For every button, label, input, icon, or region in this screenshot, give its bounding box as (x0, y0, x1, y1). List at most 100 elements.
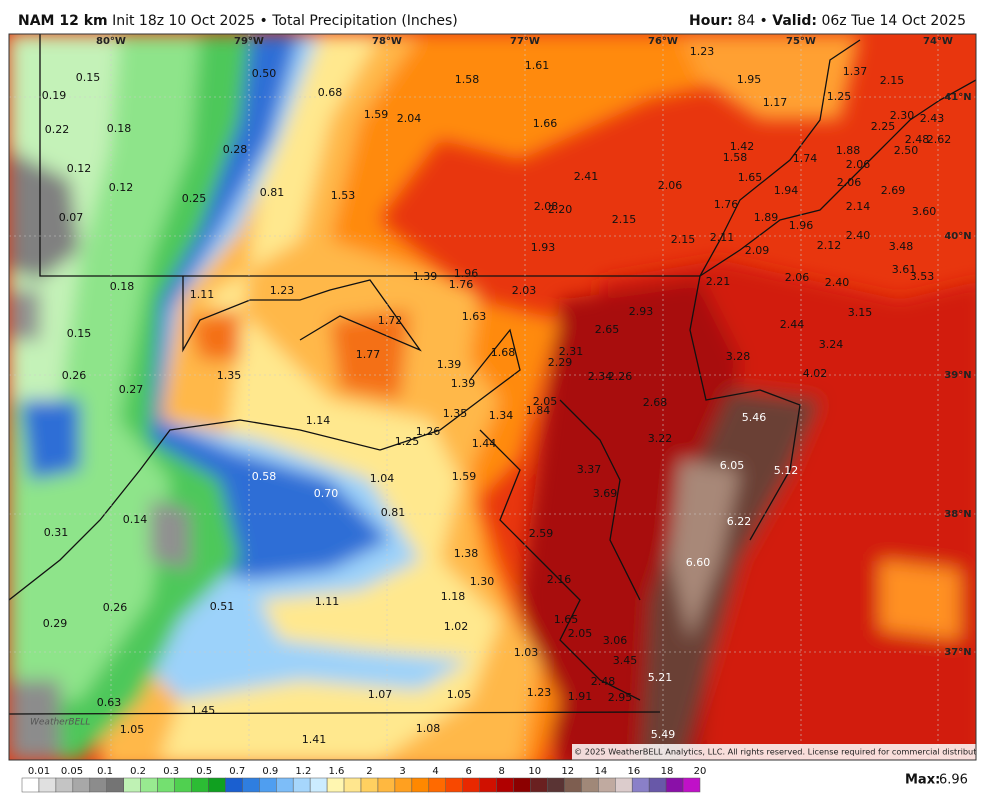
precip-value: 5.12 (774, 464, 799, 477)
precip-value: 1.42 (730, 140, 755, 153)
precip-value: 2.05 (568, 627, 593, 640)
colorbar-swatch (462, 777, 480, 793)
precip-value: 5.46 (742, 411, 767, 424)
lon-label: 75°W (786, 36, 816, 47)
precip-value: 2.06 (785, 271, 810, 284)
precip-value: 2.15 (880, 74, 905, 87)
precip-value: 0.19 (42, 89, 67, 102)
colorbar-swatch (445, 777, 463, 793)
colorbar-swatch (208, 777, 226, 793)
precip-value: 0.81 (260, 186, 285, 199)
colorbar-swatch (259, 777, 277, 793)
colorbar-label: 16 (628, 766, 641, 777)
precip-value: 1.45 (191, 704, 216, 717)
precip-value: 1.76 (449, 278, 474, 291)
precip-value: 1.95 (737, 73, 762, 86)
valid-label: Valid: (772, 13, 817, 29)
precip-value: 1.44 (472, 437, 497, 450)
precip-value: 1.11 (315, 595, 340, 608)
precip-value: 0.28 (223, 143, 248, 156)
precip-value: 1.94 (774, 184, 799, 197)
precip-value: 0.12 (109, 181, 134, 194)
precip-value: 1.39 (437, 358, 462, 371)
precip-value: 1.77 (356, 348, 381, 361)
precip-value: 2.06 (658, 179, 683, 192)
colorbar-swatch (648, 777, 667, 793)
precip-value: 2.59 (529, 527, 554, 540)
colorbar-swatch (394, 777, 413, 793)
precip-value: 0.50 (252, 67, 277, 80)
precip-value: 2.12 (817, 239, 842, 252)
precip-value: 2.48 (905, 133, 930, 146)
precip-value: 0.26 (62, 369, 87, 382)
colorbar-swatch (343, 777, 362, 793)
precip-value: 3.28 (726, 350, 751, 363)
precip-value: 0.31 (44, 526, 69, 539)
colorbar-label: 2 (366, 766, 372, 777)
lon-label: 76°W (648, 36, 678, 47)
precip-value: 1.63 (462, 310, 487, 323)
max-label: Max: (905, 773, 940, 788)
colorbar-label: 14 (594, 766, 607, 777)
colorbar-swatch (242, 777, 260, 793)
precip-value: 2.09 (745, 244, 770, 257)
precip-value: 1.41 (302, 733, 327, 746)
precip-value: 0.22 (45, 123, 70, 136)
colorbar-swatch (598, 777, 616, 793)
precip-value: 1.58 (723, 151, 748, 164)
precip-value: 1.65 (738, 171, 763, 184)
precip-value: 2.69 (881, 184, 906, 197)
precip-value: 1.93 (531, 241, 556, 254)
precip-value: 2.15 (671, 233, 696, 246)
precip-value: 0.25 (182, 192, 207, 205)
precip-value: 2.40 (846, 229, 871, 242)
colorbar-label: 6 (465, 766, 471, 777)
colorbar-label: 1.6 (328, 766, 344, 777)
precip-value: 0.15 (67, 327, 92, 340)
colorbar-label: 3 (399, 766, 405, 777)
colorbar-swatch (665, 777, 684, 793)
precip-value: 1.03 (514, 646, 539, 659)
colorbar-label: 10 (528, 766, 541, 777)
colorbar-swatch (496, 777, 514, 793)
precip-value: 2.62 (927, 133, 952, 146)
colorbar-label: 18 (661, 766, 674, 777)
precip-value: 2.20 (548, 203, 573, 216)
colorbar-label: 0.01 (28, 766, 50, 777)
precip-value: 4.02 (803, 367, 828, 380)
precip-value: 1.39 (413, 270, 438, 283)
precip-value: 1.35 (443, 407, 468, 420)
colorbar-label: 0.05 (61, 766, 83, 777)
precip-value: 2.40 (825, 276, 850, 289)
header-left: NAM 12 km Init 18z 10 Oct 2025 • Total P… (18, 13, 458, 29)
precip-value: 0.58 (252, 470, 277, 483)
precip-value: 2.06 (837, 176, 862, 189)
precip-value: 0.81 (381, 506, 406, 519)
precip-value: 1.07 (368, 688, 393, 701)
precip-value: 0.51 (210, 600, 235, 613)
colorbar-label: 0.5 (196, 766, 212, 777)
precip-value: 1.96 (789, 219, 814, 232)
max-value: 6.96 (939, 773, 968, 788)
precip-value: 3.06 (603, 634, 628, 647)
colorbar: 0.01 0.05 0.1 0.2 0.3 0.5 0.7 0.9 1.2 1.6 2 3 4 6 8 10 1… (21, 766, 706, 793)
precip-value: 1.35 (217, 369, 242, 382)
precip-value: 1.84 (526, 404, 551, 417)
precip-value: 1.59 (452, 470, 477, 483)
colorbar-swatch (72, 777, 91, 793)
precip-value: 2.29 (548, 356, 573, 369)
colorbar-swatch (326, 777, 345, 793)
precip-value: 1.11 (190, 288, 215, 301)
colorbar-label: 4 (432, 766, 438, 777)
colorbar-swatch (38, 777, 57, 793)
colorbar-swatch (360, 777, 379, 793)
precip-value: 0.18 (107, 122, 132, 135)
precip-value: 2.06 (846, 158, 871, 171)
colorbar-swatch (377, 777, 396, 793)
precip-value: 1.72 (378, 314, 403, 327)
colorbar-swatch (631, 777, 650, 793)
precip-value: 3.48 (889, 240, 914, 253)
lat-label: 40°N (944, 231, 971, 242)
precip-value: 5.21 (648, 671, 673, 684)
